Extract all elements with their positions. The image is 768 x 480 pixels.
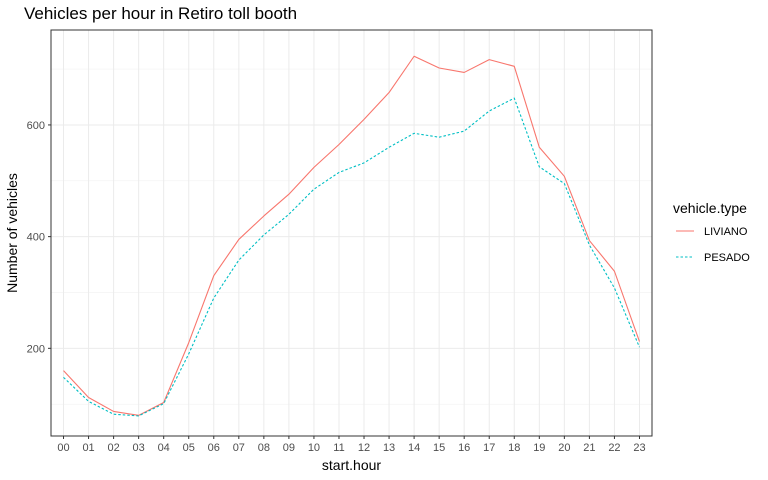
x-tick-label: 21 [583, 442, 595, 454]
x-tick-label: 11 [333, 442, 344, 454]
y-axis-title: Number of vehicles [4, 173, 20, 293]
series-layer [63, 55, 640, 417]
x-tick-label: 04 [158, 442, 170, 454]
grid-layer [51, 30, 652, 436]
legend-label-pesado: PESADO [704, 252, 750, 264]
legend: vehicle.type LIVIANO PESADO [673, 200, 750, 264]
x-tick-label: 07 [233, 442, 245, 454]
legend-title: vehicle.type [673, 200, 747, 216]
x-tick-label: 10 [308, 442, 320, 454]
x-tick-label: 22 [608, 442, 620, 454]
x-tick-label: 19 [533, 442, 545, 454]
plot-background [51, 30, 652, 436]
x-tick-label: 05 [183, 442, 195, 454]
series-line-pesado [63, 97, 640, 417]
legend-label-liviano: LIVIANO [704, 226, 748, 238]
x-tick-label: 01 [82, 442, 94, 454]
x-tick-label: 13 [383, 442, 395, 454]
series-line-liviano [63, 55, 640, 416]
axis-layer: 200 400 600 00 01 02 03 04 05 06 07 08 09 10 11 12 13 14 1… [27, 120, 646, 454]
y-tick-label: 400 [27, 232, 45, 244]
chart-title: Vehicles per hour in Retiro toll booth [24, 4, 298, 23]
x-tick-label: 08 [258, 442, 270, 454]
x-tick-label: 15 [433, 442, 445, 454]
x-tick-label: 16 [458, 442, 470, 454]
x-tick-label: 12 [358, 442, 370, 454]
y-tick-label: 600 [27, 120, 45, 132]
x-axis-title: start.hour [322, 457, 381, 473]
x-tick-label: 00 [57, 442, 69, 454]
plot-border [50, 29, 653, 437]
x-tick-label: 23 [633, 442, 645, 454]
x-tick-label: 02 [107, 442, 119, 454]
x-tick-label: 17 [483, 442, 495, 454]
x-tick-label: 06 [208, 442, 220, 454]
y-tick-label: 200 [27, 343, 45, 355]
x-tick-label: 20 [558, 442, 570, 454]
x-tick-label: 09 [283, 442, 295, 454]
x-tick-label: 14 [408, 442, 420, 454]
x-tick-label: 18 [508, 442, 520, 454]
x-tick-label: 03 [133, 442, 145, 454]
